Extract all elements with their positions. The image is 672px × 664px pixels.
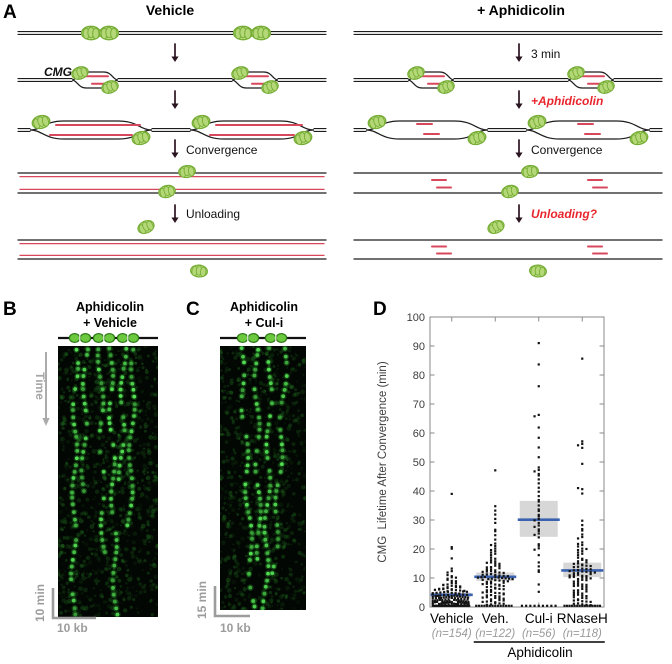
cmg-helicase-icon bbox=[527, 114, 547, 130]
cmg-helicase-icon bbox=[597, 80, 615, 94]
data-points bbox=[475, 469, 514, 607]
data-points bbox=[563, 357, 602, 607]
time-arrow-icon bbox=[42, 418, 50, 426]
cmg-helicase-icon bbox=[487, 219, 505, 235]
category-label: RNaseH bbox=[557, 611, 608, 626]
cmg-helicase-icon bbox=[231, 66, 249, 80]
step-unloading-label-right: Unloading? bbox=[531, 207, 598, 221]
vehicle-column-title: Vehicle bbox=[146, 2, 194, 18]
category-label: Vehicle bbox=[430, 611, 474, 626]
step-convergence-label-right: Convergence bbox=[531, 143, 603, 157]
panel-c-scalebar bbox=[213, 586, 250, 618]
aphidicolin-group-label: Aphidicolin bbox=[507, 645, 572, 660]
cmg-helicase-icon bbox=[190, 264, 208, 278]
kymograph-aphidicolin-culi bbox=[213, 332, 306, 618]
cmg-helicase-icon bbox=[80, 25, 102, 41]
panel-b-scalebar-vertical-label: 10 min bbox=[33, 584, 47, 622]
beeswarm-plot: 0 10 20 30 40 50 60 70 80 90 100 Vehicle (n=154) Veh.… bbox=[407, 312, 608, 643]
cmg-helicase-icon bbox=[158, 184, 176, 199]
y-tick-label: 50 bbox=[413, 457, 425, 469]
step-unloading-label-left: Unloading bbox=[186, 207, 240, 221]
panel-c-scalebar-vertical-label: 15 min bbox=[195, 581, 209, 619]
cmg-doublet-icon bbox=[92, 332, 116, 344]
panel-a-label: A bbox=[3, 2, 17, 23]
cmg-helicase-icon bbox=[629, 130, 649, 146]
y-tick-label: 40 bbox=[413, 486, 425, 498]
cmg-helicase-icon bbox=[501, 184, 519, 199]
cmg-helicase-icon bbox=[437, 80, 455, 94]
cmg-helicase-icon bbox=[250, 25, 272, 41]
cmg-helicase-icon bbox=[407, 66, 425, 80]
step-aphidicolin-label: +Aphidicolin bbox=[531, 94, 603, 108]
cmg-helicase-icon bbox=[261, 80, 279, 94]
cmg-helicase-icon bbox=[71, 66, 89, 80]
panel-b-title-line2: + Vehicle bbox=[83, 316, 137, 330]
cmg-helicase-icon bbox=[293, 130, 313, 146]
y-tick-label: 60 bbox=[413, 428, 425, 440]
panel-b-scalebar bbox=[51, 588, 96, 620]
category-n-label: (n=122) bbox=[475, 628, 515, 640]
cmg-helicase-icon bbox=[529, 264, 547, 278]
aphidicolin-column-title: + Aphidicolin bbox=[477, 2, 565, 18]
panel-b-label: B bbox=[3, 299, 17, 320]
y-tick-label: 0 bbox=[419, 602, 425, 614]
cmg-doublet-icon bbox=[68, 332, 92, 344]
panel-d-label: D bbox=[373, 299, 387, 320]
category-n-label: (n=118) bbox=[563, 628, 602, 640]
cmg-helicase-icon bbox=[178, 164, 196, 179]
category-n-label: (n=154) bbox=[432, 628, 472, 640]
data-points bbox=[431, 492, 471, 607]
y-tick-label: 90 bbox=[413, 341, 425, 353]
panel-c-scalebar-horizontal-label: 10 kb bbox=[220, 621, 251, 635]
cmg-helicase-icon bbox=[31, 114, 51, 130]
cmg-doublet-icon bbox=[264, 332, 288, 344]
cmg-doublet-icon bbox=[116, 332, 140, 344]
y-tick-label: 80 bbox=[413, 370, 425, 382]
cmg-doublet-icon bbox=[236, 332, 260, 344]
cmg-helicase-icon bbox=[232, 25, 254, 41]
data-points bbox=[520, 342, 557, 607]
cmg-helicase-icon bbox=[98, 25, 120, 41]
y-tick-label: 10 bbox=[413, 573, 425, 585]
cmg-helicase-icon bbox=[367, 114, 387, 130]
panel-c-title-line1: Aphidicolin bbox=[230, 300, 298, 314]
step-convergence-label-left: Convergence bbox=[186, 143, 258, 157]
y-tick-label: 20 bbox=[413, 544, 425, 556]
cmg-helicase-icon bbox=[131, 130, 151, 146]
y-tick-label: 30 bbox=[413, 515, 425, 527]
kymograph-aphidicolin-vehicle bbox=[42, 332, 158, 620]
panel-c-title-line2: + Cul-i bbox=[245, 316, 284, 330]
panel-b-title-line1: Aphidicolin bbox=[76, 300, 144, 314]
panel-c-label: C bbox=[186, 299, 200, 320]
step-3min-label: 3 min bbox=[531, 47, 560, 61]
cmg-helicase-icon bbox=[137, 219, 155, 235]
category-label: Cul-i bbox=[525, 611, 553, 626]
replication-schematic bbox=[17, 25, 663, 278]
y-tick-label: 70 bbox=[413, 399, 425, 411]
y-axis-label: CMG Lifetime After Convergence (min) bbox=[377, 361, 389, 562]
cmg-helicase-icon bbox=[521, 164, 539, 179]
cmg-annotation: CMG bbox=[44, 65, 72, 79]
time-axis-label: Time bbox=[33, 372, 47, 400]
panel-b-scalebar-horizontal-label: 10 kb bbox=[57, 621, 88, 635]
cmg-helicase-icon bbox=[467, 130, 487, 146]
cmg-helicase-icon bbox=[101, 80, 119, 94]
cmg-helicase-icon bbox=[567, 66, 585, 80]
cmg-helicase-icon bbox=[191, 114, 211, 130]
category-n-label: (n=56) bbox=[522, 628, 556, 640]
category-label: Veh. bbox=[482, 611, 509, 626]
y-tick-label: 100 bbox=[407, 312, 425, 324]
